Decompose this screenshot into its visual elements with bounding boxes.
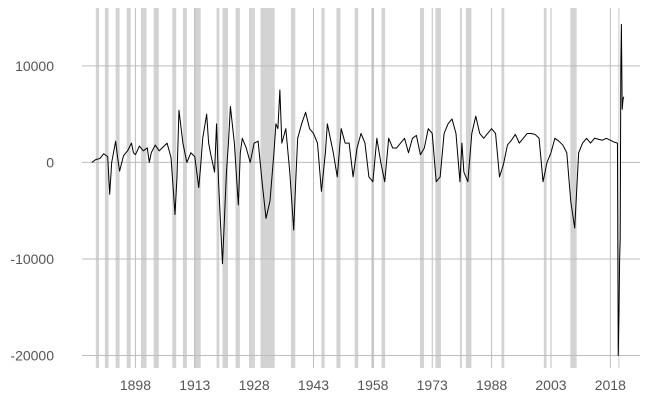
- recession-band: [153, 8, 159, 368]
- series: [91, 23, 625, 356]
- recession-band: [354, 8, 359, 368]
- x-tick-label: 1898: [120, 377, 151, 393]
- x-tick-label: 2003: [535, 377, 566, 393]
- y-tick-label: -20000: [10, 347, 54, 363]
- recession-band: [95, 8, 100, 368]
- recession-band: [336, 8, 341, 368]
- recession-band: [459, 8, 462, 368]
- y-tick-label: 0: [46, 154, 54, 170]
- recession-band: [570, 8, 577, 368]
- recession-shading: [95, 8, 620, 368]
- x-tick-label: 1988: [476, 377, 507, 393]
- recession-band: [501, 8, 505, 368]
- y-tick-label: 10000: [15, 58, 54, 74]
- recession-band: [419, 8, 424, 368]
- x-tick-label: 1928: [239, 377, 270, 393]
- recession-band: [618, 8, 620, 368]
- recession-band: [172, 8, 177, 368]
- recession-band: [140, 8, 147, 368]
- recession-band: [381, 8, 386, 368]
- x-tick-label: 1943: [298, 377, 329, 393]
- recession-band: [193, 8, 201, 368]
- recession-band: [321, 8, 325, 368]
- recession-band: [290, 8, 296, 368]
- y-tick-label: -10000: [10, 251, 54, 267]
- recession-band: [543, 8, 547, 368]
- x-tick-label: 1913: [179, 377, 210, 393]
- recession-band: [435, 8, 441, 368]
- y-axis-tick-labels: 10000 0 -10000 -20000: [10, 58, 54, 364]
- recession-band: [216, 8, 220, 368]
- recession-band: [249, 8, 254, 368]
- recession-band: [182, 8, 187, 368]
- x-tick-label: 2018: [595, 377, 626, 393]
- x-tick-label: 1973: [417, 377, 448, 393]
- x-tick-label: 1958: [357, 377, 388, 393]
- gridlines: [82, 8, 640, 368]
- recession-band: [260, 8, 275, 368]
- recession-band: [115, 8, 120, 368]
- recession-band: [126, 8, 131, 368]
- recession-band: [104, 8, 109, 368]
- recession-band: [222, 8, 229, 368]
- recession-band: [465, 8, 472, 368]
- series-line: [91, 23, 625, 356]
- x-axis-tick-labels: 1898 1913 1928 1943 1958 1973 1988 2003 2018: [120, 377, 626, 393]
